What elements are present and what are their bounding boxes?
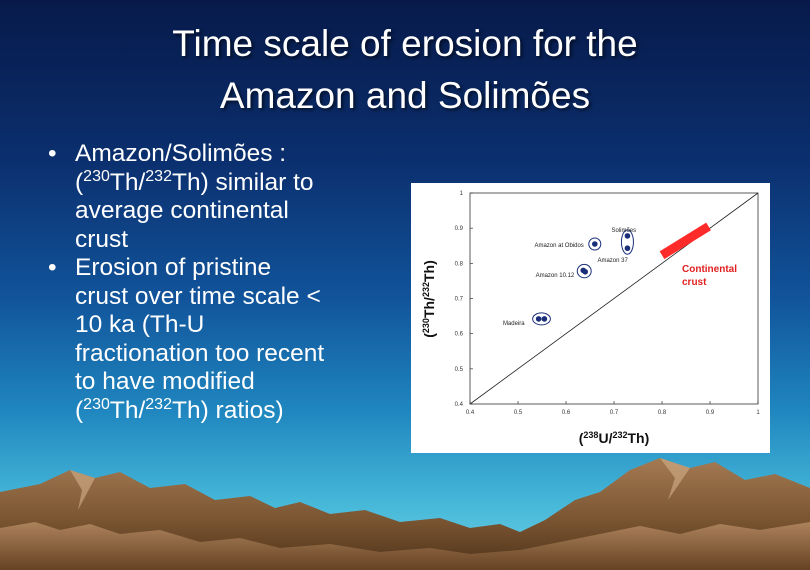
sample-group-label: Amazon at Obidos xyxy=(534,243,583,249)
y-tick-label: 0.6 xyxy=(455,332,464,338)
y-axis-label: (230Th/232Th) xyxy=(421,260,437,338)
x-tick-label: 0.5 xyxy=(514,410,523,416)
bullet-1-line-2: (230Th/232Th) similar to xyxy=(75,167,314,196)
continental-crust-band xyxy=(659,222,711,260)
x-tick-label: 0.4 xyxy=(466,410,475,416)
title-line-2: Amazon and Solimões xyxy=(219,75,591,116)
y-tick-label: 0.4 xyxy=(455,402,464,408)
data-point xyxy=(592,241,598,247)
continental-crust-label-line-2: crust xyxy=(682,277,707,288)
y-tick-label: 0.8 xyxy=(455,261,464,267)
bullet-item-2: • Erosion of pristine crust over time sc… xyxy=(48,254,408,425)
bullet-2-line-1: Erosion of pristine xyxy=(75,254,272,281)
sample-group-ring xyxy=(620,229,634,255)
title-line-1: Time scale of erosion for the xyxy=(172,23,638,64)
slide-title: Time scale of erosion for the Amazon and… xyxy=(60,18,750,122)
sample-group-label: Solimões xyxy=(611,228,636,234)
x-tick-label: 0.6 xyxy=(562,410,571,416)
data-point xyxy=(541,316,548,322)
bullet-1-line-1: Amazon/Solimões : xyxy=(75,140,287,167)
y-tick-label: 0.5 xyxy=(455,367,464,373)
continental-crust-label-line-1: Continental xyxy=(682,264,737,275)
bullet-icon: • xyxy=(48,140,57,167)
bullet-2-line-6: (230Th/232Th) ratios) xyxy=(75,395,284,424)
equiline xyxy=(469,192,759,405)
bullet-icon: • xyxy=(48,254,57,281)
mountain-range-graphic xyxy=(0,458,810,570)
data-point xyxy=(582,268,588,275)
x-tick-label: 0.9 xyxy=(706,410,715,416)
y-tick-label: 0.7 xyxy=(455,297,464,303)
x-tick-label: 1 xyxy=(756,410,760,416)
data-point xyxy=(535,316,542,322)
bullet-list: • Amazon/Solimões : (230Th/232Th) simila… xyxy=(48,140,408,425)
bullet-2-line-4: fractionation too recent xyxy=(75,339,325,367)
chart-figure: 0.4 0.5 0.6 0.7 0.8 0.9 1 0.4 0.5 0.6 0.7 0.8 0.9 1 … xyxy=(411,183,770,453)
x-tick-label: 0.7 xyxy=(610,410,619,416)
sample-group-label: Amazon 10.12 xyxy=(536,273,575,279)
bullet-item-1: • Amazon/Solimões : (230Th/232Th) simila… xyxy=(48,140,408,254)
chart-svg: 0.4 0.5 0.6 0.7 0.8 0.9 1 0.40.50.60.70.80.91 … xyxy=(421,191,760,446)
y-tick-label: 1 xyxy=(460,191,464,197)
data-point xyxy=(624,245,631,252)
bullet-2-line-5: to have modified xyxy=(75,368,255,395)
bullet-2-line-3: 10 ka (Th-U xyxy=(75,311,205,338)
sample-group-ring xyxy=(532,312,551,326)
sample-group-ring xyxy=(576,263,592,279)
sample-group-ring xyxy=(588,237,602,251)
y-tick-label: 0.9 xyxy=(455,226,464,232)
x-tick-label: 0.8 xyxy=(658,410,667,416)
bullet-2-line-2: crust over time scale < xyxy=(75,282,321,310)
data-point xyxy=(624,233,631,239)
sample-group-label: Madeira xyxy=(503,321,525,327)
bullet-1-line-3: average continental xyxy=(75,197,289,224)
sample-group-label: Amazon 37 xyxy=(597,258,628,264)
bullet-1-line-4: crust xyxy=(75,225,129,253)
x-axis-label: (238U/232Th) xyxy=(579,430,650,446)
